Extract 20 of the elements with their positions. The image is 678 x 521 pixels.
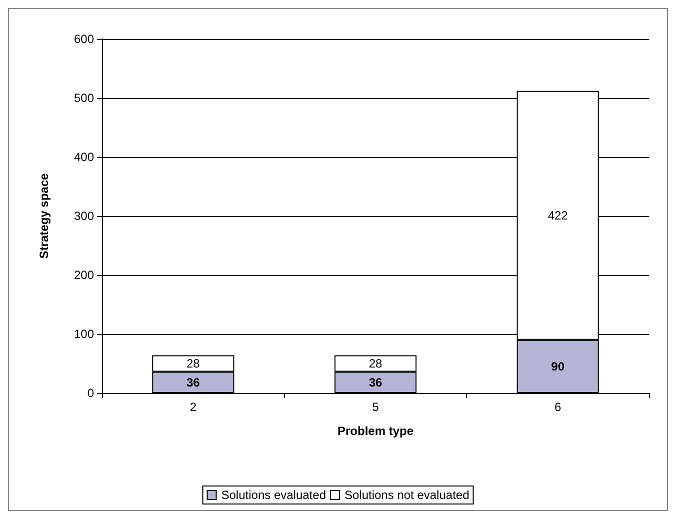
y-tick-label: 500 xyxy=(74,91,94,105)
legend-label: Solutions evaluated xyxy=(221,488,326,502)
data-label: 36 xyxy=(368,375,382,390)
data-label: 28 xyxy=(368,356,382,370)
y-axis-title: Strategy space xyxy=(37,172,51,259)
x-tick-label: 5 xyxy=(372,400,380,414)
data-label: 36 xyxy=(186,375,200,390)
data-label: 28 xyxy=(186,356,200,370)
data-label: 422 xyxy=(548,208,568,222)
y-tick-label: 0 xyxy=(87,386,94,400)
x-axis-title: Problem type xyxy=(337,424,414,438)
y-tick-label: 400 xyxy=(74,150,94,164)
x-tick-label: 6 xyxy=(554,400,562,414)
x-tick-label: 2 xyxy=(190,400,197,414)
data-label: 90 xyxy=(551,359,565,374)
y-tick-label: 300 xyxy=(74,209,94,223)
legend-label: Solutions not evaluated xyxy=(344,488,470,502)
y-tick-label: 200 xyxy=(74,268,94,282)
y-tick-label: 600 xyxy=(74,32,94,46)
y-tick-label: 100 xyxy=(74,327,94,341)
